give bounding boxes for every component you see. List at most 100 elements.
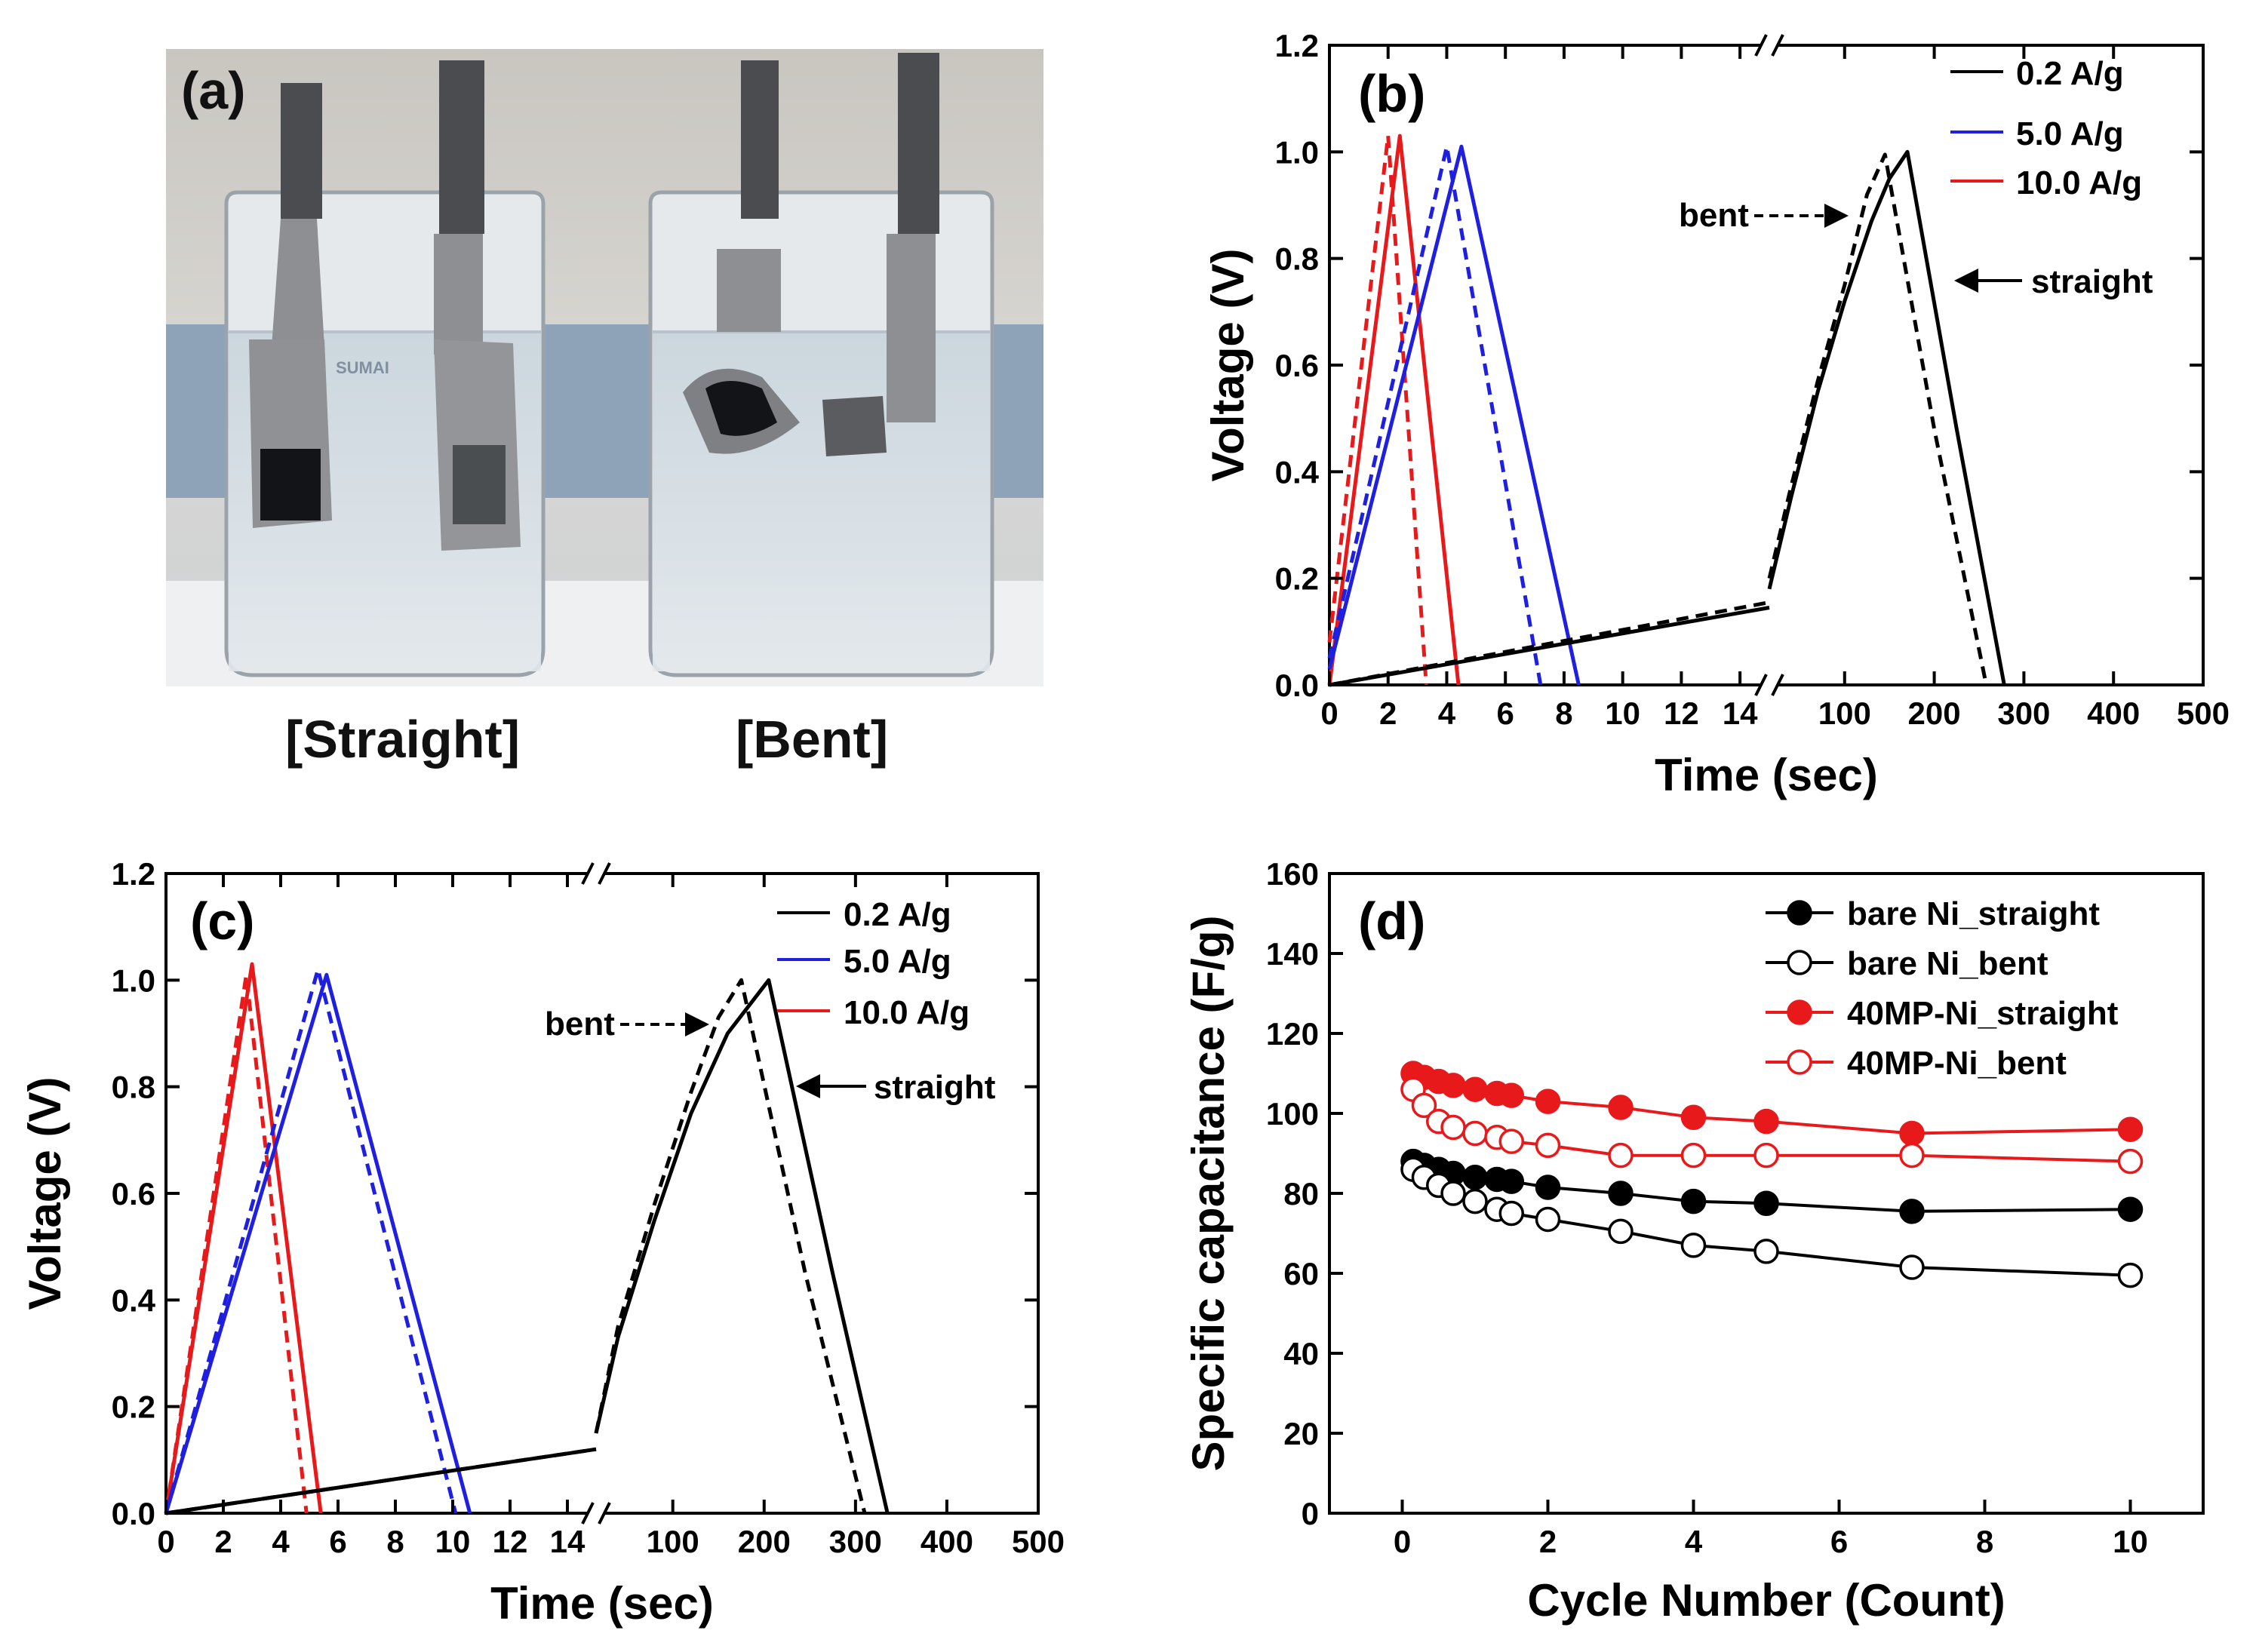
chart-c-xtick-label: 14 (550, 1524, 585, 1559)
chart-b-series-4 (1329, 149, 2006, 687)
chart-d-xtick-label: 0 (1394, 1524, 1411, 1559)
chart-c-series-3 (164, 967, 458, 1514)
chart-d-legend-label: bare Ni_straight (1847, 895, 2100, 932)
chart-d-legend-label: 40MP-Ni_straight (1847, 995, 2119, 1032)
chart-b-panel-label: (b) (1358, 64, 1425, 123)
chart-d-point (2117, 1262, 2144, 1288)
chart-c-series-1 (164, 972, 309, 1514)
chart-b-annotation-straight: straight (1954, 263, 2153, 300)
chart-c-legend: 0.2 A/g 5.0 A/g 10.0 A/g (777, 896, 970, 1031)
chart-b-break-mark (1754, 34, 1768, 57)
chart-b-ytick-label: 1.0 (1275, 134, 1319, 170)
chart-b-ytick-label: 1.2 (1275, 28, 1319, 63)
chart-d-ytick-label: 140 (1266, 936, 1319, 972)
chart-c-xlabel: Time (sec) (490, 1578, 714, 1629)
chart-c-panel-label: (c) (190, 892, 255, 950)
chart-d-xtick-label: 2 (1539, 1524, 1557, 1559)
chart-d-point (1899, 1254, 1925, 1280)
chart-c-annotation-straight: straight (796, 1069, 996, 1106)
chart-d-point (1440, 1181, 1466, 1206)
chart-c-series-4 (165, 978, 890, 1515)
chart-b-xtick-label: 300 (1997, 695, 2050, 731)
chart-b-xtick-label: 0 (1320, 695, 1338, 731)
chart-d-ytick-label: 120 (1266, 1016, 1319, 1052)
panel-a-label: (a) (181, 61, 246, 120)
chart-c-xtick-label: 4 (272, 1524, 290, 1559)
chart-c-legend-0: 0.2 A/g (844, 896, 951, 933)
chart-d-ytick-label: 100 (1266, 1096, 1319, 1132)
chart-c-break-mark (598, 1502, 611, 1525)
chart-b: 0.0 0.2 0.4 0.6 0.8 1.0 1.2 0 2 4 6 8 10 12 14 100 200 30… (1203, 28, 2230, 800)
chart-c-xtick-label: 100 (647, 1524, 699, 1559)
photo-straight (166, 49, 602, 686)
chart-b-xtick-label: 6 (1497, 695, 1514, 731)
chart-d-legend-label: 40MP-Ni_bent (1847, 1045, 2067, 1082)
chart-c-break-mark (581, 1502, 595, 1525)
chart-d-legend-label: bare Ni_bent (1847, 945, 2048, 982)
chart-d-ytick-label: 160 (1266, 856, 1319, 892)
chart-b-legend-1: 5.0 A/g (2016, 115, 2124, 152)
chart-c-break-mark (581, 862, 595, 885)
chart-d-point (1753, 1108, 1779, 1135)
chart-d-point (1680, 1142, 1707, 1168)
chart-b-xtick-label: 2 (1379, 695, 1397, 731)
chart-c-xtick-label: 12 (493, 1524, 528, 1559)
chart-c-ytick-label: 0.2 (112, 1389, 155, 1425)
chart-c-xtick-label: 8 (386, 1524, 404, 1559)
chart-c-ytick-label: 1.2 (112, 856, 155, 892)
chart-b-xtick-label: 4 (1438, 695, 1456, 731)
chart-b-legend-2: 10.0 A/g (2016, 164, 2142, 201)
chart-c-ytick-label: 1.0 (112, 963, 155, 998)
chart-d-point (1899, 1120, 1925, 1147)
chart-b-xlabel: Time (sec) (1655, 750, 1878, 800)
chart-b-annotation-bent-text: bent (1679, 197, 1749, 234)
chart-b-break-gap (1760, 35, 1778, 56)
chart-c-ytick-label: 0.8 (112, 1070, 155, 1105)
chart-c-xtick-label: 500 (1012, 1524, 1065, 1559)
chart-c-legend-1: 5.0 A/g (844, 943, 951, 980)
chart-b-series-5 (1329, 152, 1988, 687)
chart-d-point (1462, 1120, 1488, 1147)
chart-c-annotation-bent-text: bent (545, 1006, 615, 1042)
chart-b-ytick-label: 0.2 (1275, 561, 1319, 597)
chart-d-ytick-label: 80 (1283, 1176, 1319, 1211)
chart-d-ytick-label: 40 (1283, 1336, 1319, 1371)
chart-d-point (1498, 1128, 1524, 1154)
chart-b-series-3 (1327, 144, 1543, 686)
chart-d: 0 20 40 60 80 100 120 140 160 0 2 4 6 8 10 bare Ni_str… (1183, 856, 2205, 1626)
chart-b-ytick-label: 0.0 (1275, 668, 1319, 703)
chart-b-annotation-straight-text: straight (2031, 263, 2153, 300)
chart-c-break-gap (587, 1503, 605, 1524)
chart-d-xtick-label: 10 (2113, 1524, 2148, 1559)
chart-c-xtick-label: 300 (829, 1524, 882, 1559)
chart-d-point (1753, 1142, 1779, 1168)
chart-d-point (1899, 1199, 1925, 1224)
chart-b-xtick-label: 400 (2087, 695, 2140, 731)
chart-b-xtick-label: 12 (1664, 695, 1699, 731)
chart-d-point (1680, 1104, 1707, 1131)
chart-c-xtick-label: 10 (435, 1524, 471, 1559)
chart-d-point (2117, 1148, 2144, 1175)
chart-d-legend-marker (1787, 1049, 1812, 1075)
chart-d-point (1753, 1190, 1779, 1216)
chart-c-break-gap (587, 863, 605, 884)
chart-d-point (1411, 1092, 1437, 1119)
chart-c-xtick-label: 200 (738, 1524, 791, 1559)
chart-d-ytick-label: 20 (1283, 1416, 1319, 1451)
chart-b-series-1 (1327, 134, 1428, 686)
chart-d-point (1899, 1142, 1925, 1168)
chart-d-point (1535, 1175, 1561, 1200)
chart-b-ytick-label: 0.8 (1275, 241, 1319, 277)
chart-d-point (1608, 1142, 1634, 1168)
caption-straight: [Straight] (285, 710, 521, 769)
chart-d-xtick-label: 8 (1976, 1524, 1993, 1559)
chart-b-xtick-label: 100 (1818, 695, 1871, 731)
chart-c-break-mark (598, 862, 611, 885)
chart-c-ytick-label: 0.4 (112, 1282, 156, 1318)
chart-d-point (1535, 1132, 1561, 1159)
chart-b-xtick-label: 8 (1555, 695, 1572, 731)
chart-c-legend-2: 10.0 A/g (844, 994, 970, 1031)
chart-d-ytick-label: 60 (1283, 1256, 1319, 1291)
chart-d-point (1608, 1218, 1634, 1245)
